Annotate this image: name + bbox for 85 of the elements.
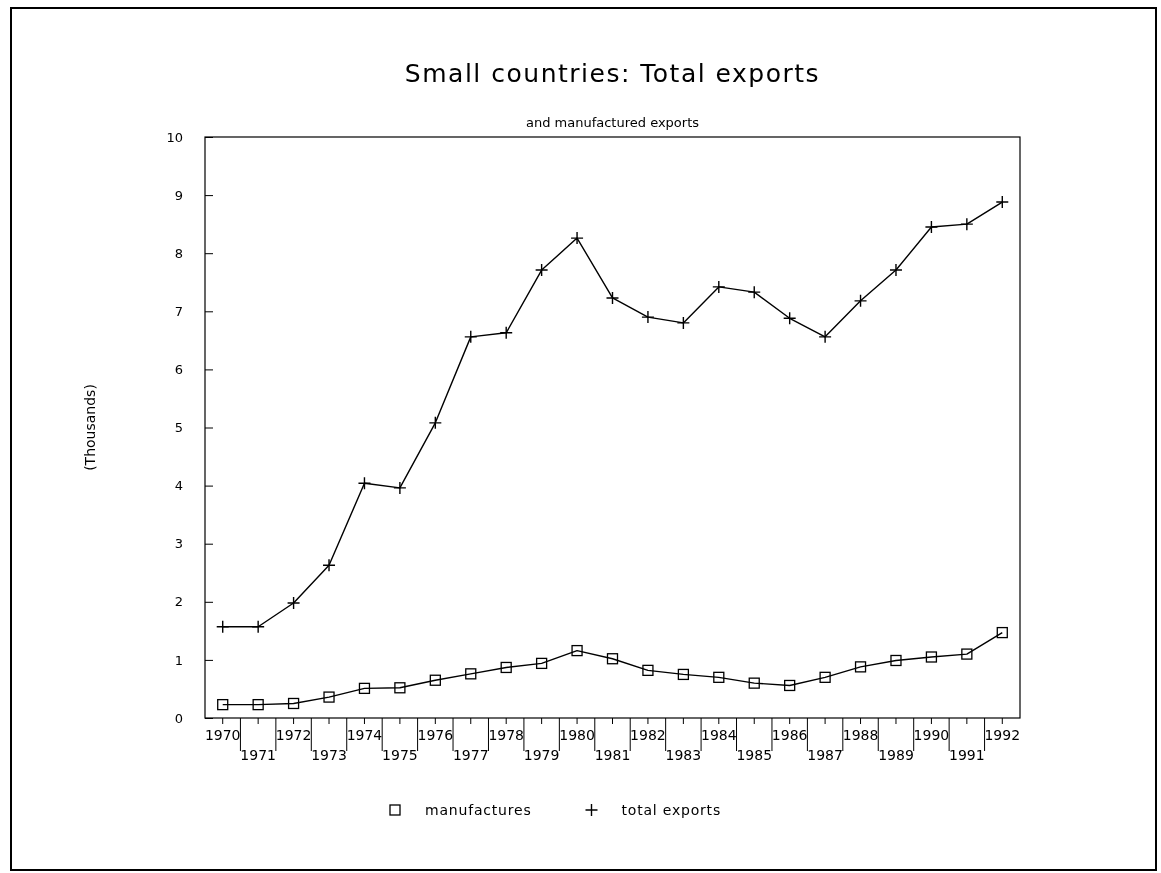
x-tick-label: 1982 — [630, 727, 666, 743]
point — [782, 311, 797, 325]
x-tick-label: 1971 — [240, 747, 276, 763]
point — [534, 263, 549, 277]
point — [216, 620, 230, 634]
x-tick-label: 1978 — [488, 727, 525, 743]
point — [642, 664, 654, 677]
y-tick-label: 7 — [174, 303, 183, 319]
point — [961, 648, 973, 660]
y-tick-label: 5 — [174, 420, 183, 436]
point — [287, 697, 300, 710]
point — [251, 620, 265, 634]
point — [606, 653, 619, 665]
y-tick-label: 6 — [174, 362, 183, 378]
point — [853, 294, 868, 308]
x-tick-label: 1986 — [771, 727, 808, 743]
point — [500, 661, 512, 674]
point — [323, 691, 335, 703]
x-tick-label: 1985 — [736, 747, 773, 763]
point — [747, 285, 761, 299]
x-tick-label: 1979 — [523, 747, 560, 763]
y-tick-label: 1 — [174, 652, 183, 668]
x-tick-label: 1977 — [452, 747, 489, 763]
point — [465, 668, 477, 680]
y-tick-label: 8 — [174, 245, 183, 261]
x-tick-label: 1989 — [878, 747, 914, 763]
point — [571, 644, 583, 657]
point — [641, 310, 655, 324]
x-tick-label: 1991 — [949, 747, 985, 763]
point — [393, 481, 407, 495]
legend-label: total exports — [621, 802, 722, 818]
legend-label: manufactures — [425, 802, 532, 818]
point — [996, 626, 1008, 639]
x-tick-label: 1974 — [346, 727, 383, 743]
y-tick-label: 0 — [174, 710, 183, 726]
y-tick-label: 10 — [166, 129, 183, 145]
point — [357, 476, 372, 490]
y-axis-title: (Thousands) — [82, 384, 98, 471]
point — [605, 291, 620, 305]
x-tick-label: 1984 — [700, 727, 737, 743]
x-tick-label: 1983 — [665, 747, 702, 763]
point — [570, 231, 584, 245]
point — [854, 661, 867, 673]
point — [676, 316, 691, 330]
point — [677, 668, 690, 681]
point — [889, 263, 903, 277]
x-tick-label: 1970 — [204, 727, 241, 743]
point — [286, 596, 301, 610]
point — [394, 682, 406, 694]
point — [322, 558, 336, 572]
chart-title: Small countries: Total exports — [404, 59, 821, 88]
point — [819, 671, 831, 683]
x-tick-label: 1981 — [594, 747, 631, 763]
y-tick-label: 3 — [174, 536, 183, 552]
x-tick-label: 1973 — [311, 747, 347, 763]
x-tick-label: 1988 — [842, 727, 879, 743]
y-tick-label: 9 — [174, 187, 183, 203]
point — [252, 698, 264, 711]
point — [960, 217, 974, 231]
point — [712, 280, 726, 294]
point — [217, 698, 229, 711]
point — [995, 195, 1009, 209]
x-tick-label: 1992 — [984, 727, 1021, 743]
chart-subtitle: and manufactured exports — [525, 115, 700, 130]
x-tick-label: 1972 — [275, 727, 312, 743]
y-tick-label: 2 — [174, 594, 183, 610]
x-tick-label: 1980 — [559, 727, 595, 743]
point — [429, 674, 441, 686]
x-tick-label: 1976 — [417, 727, 454, 743]
point — [713, 671, 725, 683]
point — [924, 220, 939, 234]
point — [818, 330, 832, 344]
point — [499, 326, 513, 340]
x-tick-label: 1990 — [913, 727, 950, 743]
point — [358, 682, 371, 695]
point — [428, 416, 443, 430]
point — [890, 654, 902, 667]
point — [464, 330, 478, 344]
y-tick-label: 4 — [174, 478, 183, 494]
point — [748, 677, 760, 689]
x-tick-label: 1987 — [807, 747, 843, 763]
point — [925, 651, 938, 663]
x-tick-label: 1975 — [382, 747, 418, 763]
point — [535, 657, 548, 670]
point — [784, 679, 796, 692]
